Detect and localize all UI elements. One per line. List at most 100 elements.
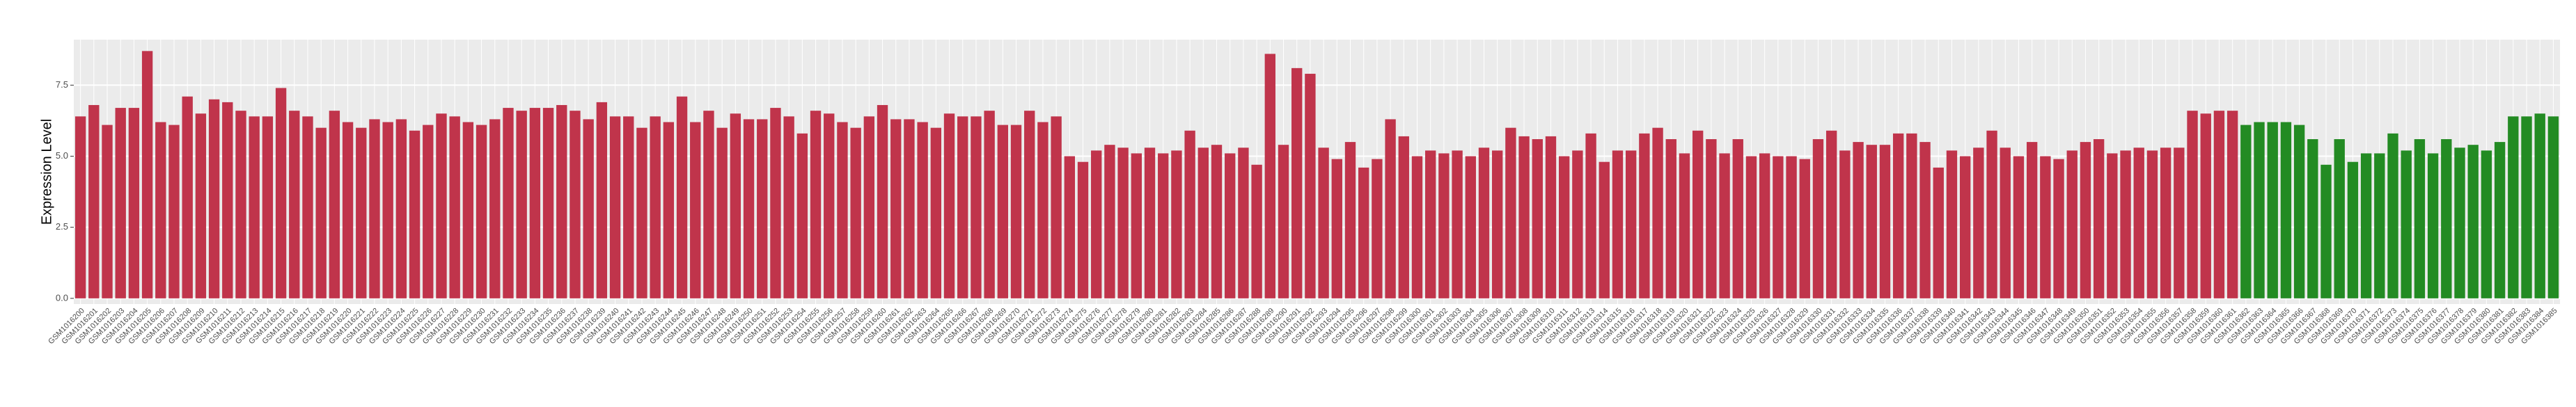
bar	[1933, 167, 1944, 298]
bar	[1211, 145, 1223, 298]
bar	[1559, 156, 1570, 298]
bar	[1171, 150, 1182, 298]
bar	[2026, 142, 2038, 298]
bar	[449, 116, 460, 298]
bar	[1719, 153, 1730, 298]
bar	[556, 104, 567, 298]
bar	[850, 127, 861, 298]
bar	[1131, 153, 1142, 298]
bar	[1184, 130, 1195, 298]
bar	[837, 122, 848, 298]
bar	[1692, 130, 1704, 298]
bar	[997, 125, 1009, 298]
bar	[476, 125, 487, 298]
bar	[409, 130, 421, 298]
bar	[783, 116, 794, 298]
bar	[1732, 139, 1743, 298]
bar	[503, 108, 514, 298]
bar	[115, 108, 126, 298]
bar	[1906, 133, 1917, 298]
bar	[1492, 150, 1503, 298]
bar	[636, 127, 647, 298]
bar	[2160, 147, 2171, 298]
bar	[302, 116, 313, 298]
bar	[1064, 156, 1075, 298]
y-axis-title: Expression Level	[39, 119, 54, 225]
bar	[1438, 153, 1450, 298]
bar	[1986, 130, 1997, 298]
bar	[2334, 139, 2345, 298]
bar	[1839, 150, 1851, 298]
bar	[1037, 122, 1049, 298]
bar	[743, 119, 755, 298]
bar	[570, 111, 581, 298]
bar	[1545, 136, 1557, 298]
bar	[1104, 145, 1115, 298]
bar	[1291, 67, 1303, 298]
bar	[930, 127, 942, 298]
bar	[2267, 122, 2278, 298]
bar	[2441, 139, 2452, 298]
bar	[2534, 113, 2545, 298]
bar	[676, 96, 688, 298]
bar	[1599, 161, 1610, 298]
bar	[2120, 150, 2131, 298]
bar	[1532, 139, 1543, 298]
bar	[1144, 147, 1156, 298]
bar	[984, 111, 995, 298]
bar	[1452, 150, 1463, 298]
bar	[650, 116, 661, 298]
bar	[1344, 142, 1356, 298]
bar	[1372, 159, 1383, 298]
bar	[542, 108, 554, 298]
bar	[1706, 139, 1717, 298]
bar	[1091, 150, 1102, 298]
bar	[182, 96, 193, 298]
bar	[1799, 159, 1810, 298]
bar	[2374, 153, 2385, 298]
bar	[1572, 150, 1583, 298]
bar	[289, 111, 300, 298]
bar	[1879, 145, 1891, 298]
bar	[971, 116, 982, 298]
bar	[1652, 127, 1663, 298]
bar	[596, 102, 608, 298]
bar	[1505, 127, 1516, 298]
bar	[74, 116, 86, 298]
bar	[1425, 150, 1436, 298]
bar	[1679, 153, 1690, 298]
bar	[2467, 145, 2479, 298]
bar	[2093, 139, 2105, 298]
bar	[1973, 147, 1984, 298]
bar	[2213, 111, 2225, 298]
bar	[128, 108, 140, 298]
bar	[1639, 133, 1650, 298]
bar	[529, 108, 541, 298]
bar	[141, 51, 153, 298]
bar	[716, 127, 728, 298]
bar	[917, 122, 928, 298]
bar	[208, 99, 220, 298]
bar	[423, 125, 434, 298]
bar	[1051, 116, 1062, 298]
bar	[1358, 167, 1369, 298]
bar	[1278, 145, 1289, 298]
bar	[796, 133, 808, 298]
plot-panel	[74, 40, 2560, 304]
bar	[2240, 125, 2252, 298]
bar	[609, 116, 621, 298]
bar	[824, 113, 835, 298]
bar	[1411, 156, 1423, 298]
bar	[489, 119, 501, 298]
bar	[583, 119, 594, 298]
bar	[2146, 150, 2158, 298]
bar	[1665, 139, 1676, 298]
bar	[703, 111, 714, 298]
bar	[1812, 139, 1824, 298]
bar	[1318, 147, 1329, 298]
bar	[1518, 136, 1530, 298]
bar	[2174, 147, 2185, 298]
bar	[155, 122, 166, 298]
bar	[2307, 139, 2318, 298]
bar	[770, 108, 781, 298]
